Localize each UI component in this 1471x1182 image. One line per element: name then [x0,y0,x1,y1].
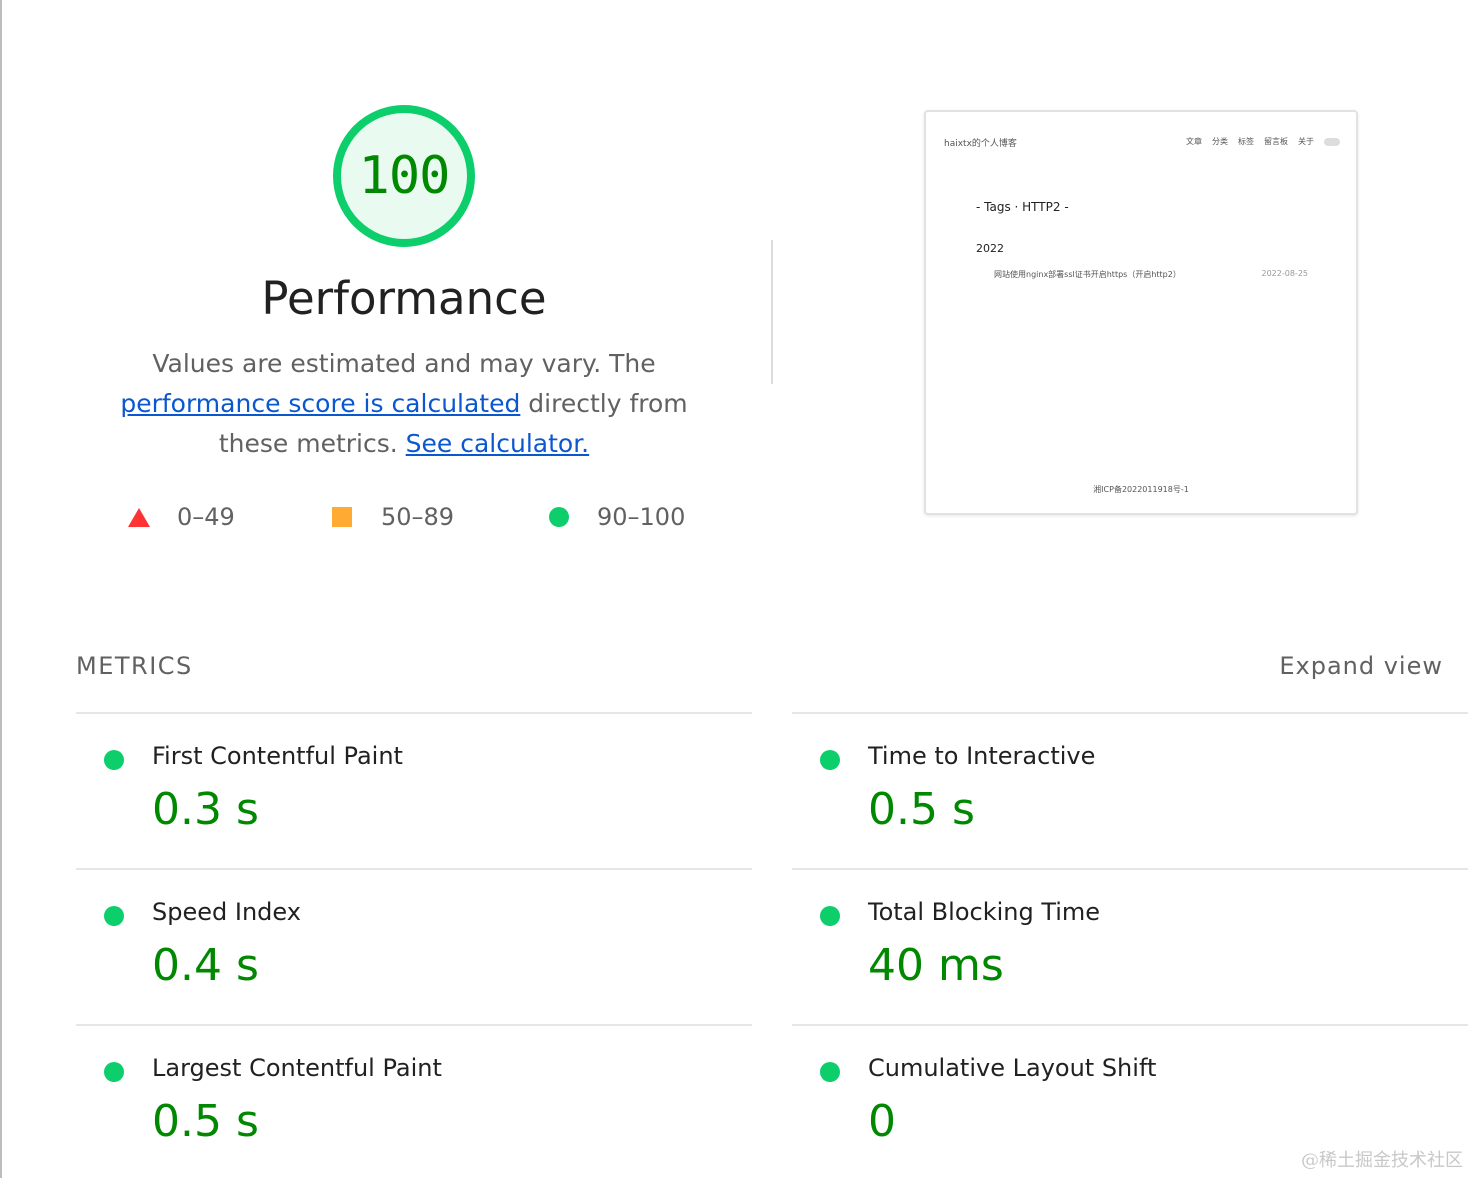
red-triangle-icon [128,507,150,527]
metric-time-to-interactive: Time to Interactive 0.5 s [792,712,1468,870]
metric-title: Time to Interactive [868,742,1096,770]
pass-circle-icon [104,1062,124,1082]
screenshot-heading: - Tags · HTTP2 - [976,200,1069,214]
screenshot-nav-item: 文章 [1186,137,1202,146]
screenshot-site-title: haixtx的个人博客 [944,139,1017,149]
left-border [0,0,2,1178]
pass-circle-icon [820,906,840,926]
metric-title: Speed Index [152,898,301,926]
metric-first-contentful-paint: First Contentful Paint 0.3 s [76,712,752,870]
performance-score-gauge: 100 [331,103,477,249]
metric-title: Total Blocking Time [868,898,1101,926]
metric-speed-index: Speed Index 0.4 s [76,868,752,1026]
metric-total-blocking-time: Total Blocking Time 40 ms [792,868,1468,1026]
see-calculator-link[interactable]: See calculator. [405,429,590,458]
vertical-divider [771,240,773,384]
metric-title: Largest Contentful Paint [152,1054,442,1082]
metric-value: 0.4 s [152,940,259,991]
orange-square-icon [332,507,352,527]
green-circle-icon [549,507,569,527]
desc-middle: directly from these metrics. [218,389,688,458]
screenshot-nav-item: 分类 [1212,137,1228,146]
legend-fail-label: 0–49 [177,503,235,531]
final-screenshot[interactable]: haixtx的个人博客 文章 分类 标签 留言板 关于 - Tags · HTT… [924,110,1358,515]
pass-circle-icon [104,906,124,926]
screenshot-footer: 湘ICP备2022011918号-1 [1093,485,1189,494]
legend-fail: 0–49 [128,500,235,534]
pass-circle-icon [104,750,124,770]
pass-circle-icon [820,1062,840,1082]
legend-pass: 90–100 [549,500,685,534]
metrics-section-title: METRICS [76,652,193,680]
legend-pass-label: 90–100 [597,503,686,531]
expand-view-toggle[interactable]: Expand view [1279,652,1443,680]
metric-value: 0.5 s [868,784,975,835]
screenshot-nav-item: 标签 [1238,137,1254,146]
category-title: Performance [261,272,547,325]
screenshot-theme-toggle-icon [1324,137,1340,146]
performance-score-calculated-link[interactable]: performance score is calculated [120,389,521,418]
desc-prefix: Values are estimated and may vary. The [152,349,656,378]
screenshot-nav-item: 留言板 [1264,137,1288,146]
metric-value: 40 ms [868,940,1004,991]
metric-value: 0.5 s [152,1096,259,1147]
screenshot-post-title: 网站使用nginx部署ssl证书开启https（开启http2） [994,270,1181,279]
metric-cumulative-layout-shift: Cumulative Layout Shift 0 [792,1024,1468,1182]
performance-score: 100 [358,146,451,206]
gauge-ring [333,105,475,247]
metric-value: 0.3 s [152,784,259,835]
metric-title: Cumulative Layout Shift [868,1054,1157,1082]
pass-circle-icon [820,750,840,770]
metric-title: First Contentful Paint [152,742,403,770]
metric-largest-contentful-paint: Largest Contentful Paint 0.5 s [76,1024,752,1182]
metric-value: 0 [868,1096,896,1147]
screenshot-year: 2022 [976,242,1004,255]
legend-average: 50–89 [332,500,454,534]
screenshot-nav: 文章 分类 标签 留言板 关于 [1176,136,1340,147]
watermark: @稀土掘金技术社区 [1301,1150,1463,1171]
screenshot-nav-item: 关于 [1298,137,1314,146]
legend-average-label: 50–89 [381,503,455,531]
score-description: Values are estimated and may vary. The p… [94,344,714,464]
screenshot-post-date: 2022-08-25 [1261,269,1309,278]
